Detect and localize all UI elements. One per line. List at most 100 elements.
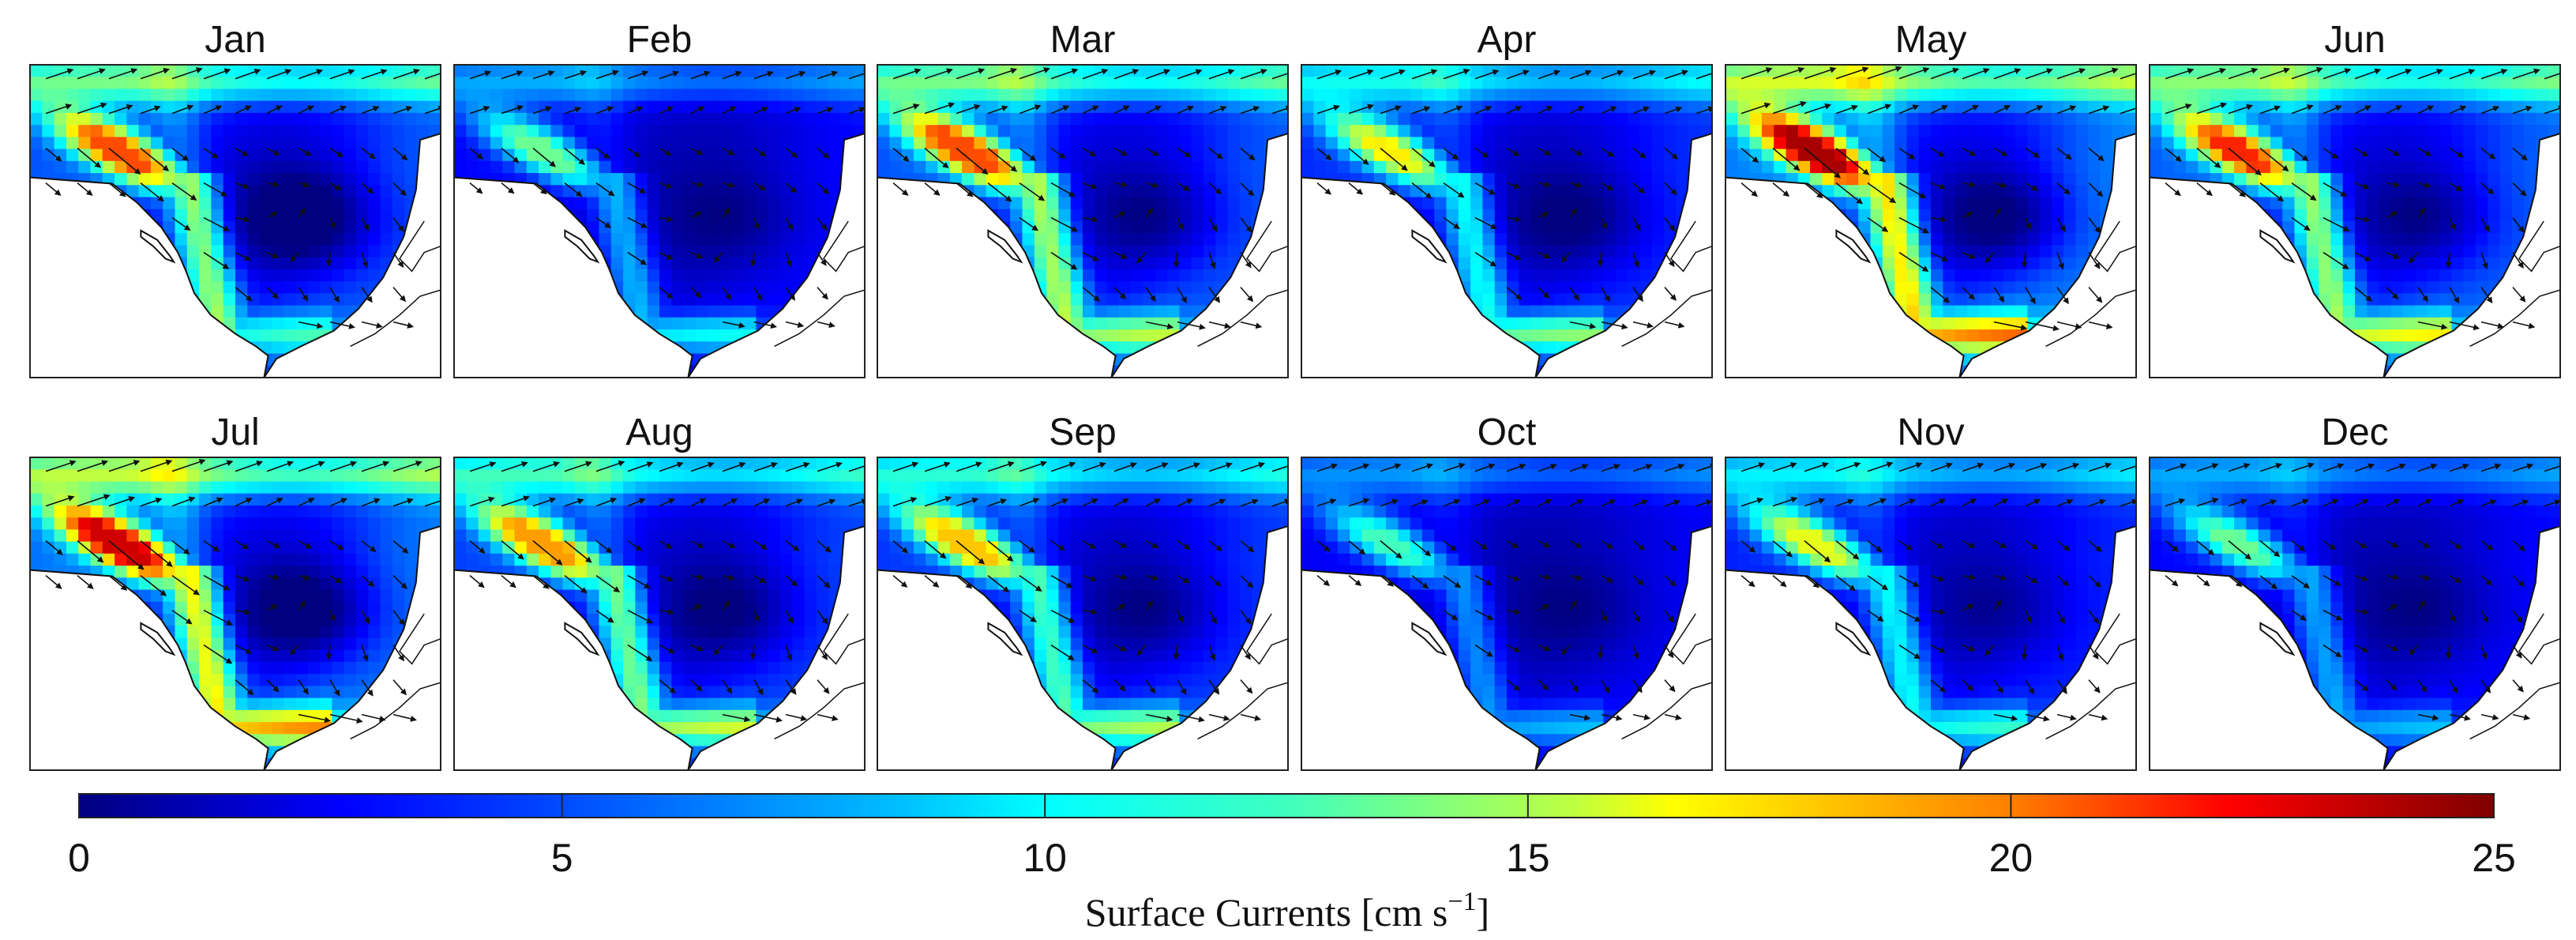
field-cell — [344, 257, 357, 270]
field-cell — [1386, 160, 1399, 174]
field-cell — [332, 112, 345, 126]
field-cell — [2488, 100, 2501, 114]
field-cell — [635, 269, 648, 282]
field-cell — [1494, 281, 1508, 295]
field-cell — [163, 173, 176, 186]
field-cell — [1058, 197, 1072, 210]
field-cell — [1918, 209, 1932, 222]
field-cell — [1470, 257, 1484, 270]
field-cell — [1519, 245, 1532, 258]
field-cell — [163, 112, 176, 126]
field-cell — [623, 77, 636, 90]
field-cell — [1494, 257, 1508, 270]
field-cell — [1507, 281, 1520, 295]
field-cell — [587, 112, 600, 126]
field-cell — [623, 137, 636, 150]
field-cell — [1858, 112, 1872, 126]
field-cell — [1046, 149, 1060, 162]
field-cell — [671, 100, 685, 114]
field-cell — [1034, 221, 1047, 234]
velocity-arrow — [361, 147, 376, 160]
velocity-arrow — [1993, 105, 2011, 115]
field-cell — [271, 149, 284, 162]
field-cell — [1494, 305, 1508, 318]
velocity-arrow — [1601, 147, 1615, 157]
field-cell — [1834, 88, 1847, 102]
field-cell — [2124, 88, 2136, 102]
field-cell — [1167, 100, 1181, 114]
field-cell — [1906, 221, 1920, 234]
field-cell — [1567, 137, 1580, 150]
field-cell — [1519, 173, 1532, 186]
field-cell — [2390, 65, 2404, 77]
field-cell — [986, 65, 999, 77]
field-cell — [1118, 341, 1132, 355]
field-cell — [1579, 88, 1592, 102]
velocity-arrow — [1240, 321, 1263, 329]
field-cell — [1979, 197, 1992, 210]
field-cell — [1083, 125, 1096, 138]
field-cell — [816, 77, 829, 90]
velocity-arrow — [1695, 73, 1712, 80]
field-cell — [1118, 125, 1132, 138]
field-cell — [599, 209, 612, 222]
field-cell — [235, 197, 249, 210]
field-cell — [1131, 245, 1144, 258]
field-cell — [2015, 77, 2029, 90]
field-cell — [1083, 221, 1096, 234]
field-cell — [163, 100, 176, 114]
field-cell — [1203, 100, 1216, 114]
field-cell — [1083, 77, 1096, 90]
field-cell — [659, 221, 673, 234]
field-cell — [731, 209, 745, 222]
field-cell — [1361, 137, 1375, 150]
field-cell — [1737, 112, 1751, 126]
field-cell — [2003, 197, 2016, 210]
field-cell — [779, 173, 793, 186]
field-cell — [1603, 209, 1617, 222]
field-cell — [816, 137, 829, 150]
field-cell — [1106, 305, 1120, 318]
field-cell — [1894, 245, 1908, 258]
field-cell — [1507, 125, 1520, 138]
field-cell — [2150, 65, 2163, 77]
field-cell — [1542, 112, 1556, 126]
field-cell — [368, 160, 381, 174]
field-cell — [1494, 88, 1508, 102]
velocity-arrow — [532, 70, 555, 80]
field-cell — [90, 65, 103, 77]
field-cell — [175, 185, 188, 198]
field-cell — [490, 65, 503, 77]
field-cell — [1410, 137, 1423, 150]
field-cell — [877, 137, 891, 150]
field-cell — [683, 245, 697, 258]
field-cell — [1639, 269, 1653, 282]
island-mar — [987, 229, 1023, 264]
velocity-arrow — [1145, 207, 1154, 219]
field-cell — [2027, 197, 2041, 210]
field-cell — [271, 197, 284, 210]
field-cell — [1858, 88, 1872, 102]
field-cell — [320, 269, 333, 282]
field-cell — [671, 317, 685, 330]
field-cell — [1663, 197, 1677, 210]
panel-frame-jan — [29, 64, 441, 378]
field-cell — [1155, 137, 1168, 150]
field-cell — [2015, 305, 2029, 318]
field-cell — [332, 125, 345, 138]
field-cell — [1058, 269, 1072, 282]
field-cell — [502, 160, 516, 174]
velocity-arrow — [392, 287, 407, 303]
velocity-arrow — [1962, 181, 1977, 188]
field-cell — [599, 88, 612, 102]
field-cell — [1579, 160, 1592, 174]
field-cell — [2415, 77, 2428, 90]
field-cell — [659, 293, 673, 306]
velocity-arrow — [361, 287, 373, 303]
field-cell — [42, 149, 55, 162]
field-cell — [2330, 88, 2344, 102]
field-cell — [1627, 245, 1640, 258]
field-cell — [1227, 100, 1241, 114]
field-cell — [974, 88, 987, 102]
field-cell — [804, 137, 817, 150]
